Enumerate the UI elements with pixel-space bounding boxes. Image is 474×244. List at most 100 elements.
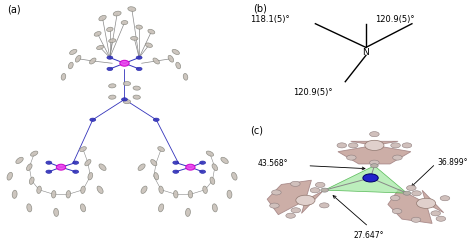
Ellipse shape bbox=[80, 147, 86, 152]
Circle shape bbox=[291, 208, 301, 213]
Text: 27.647°: 27.647° bbox=[354, 231, 384, 240]
Circle shape bbox=[392, 155, 402, 160]
Circle shape bbox=[346, 155, 356, 160]
Ellipse shape bbox=[172, 49, 180, 54]
Circle shape bbox=[417, 198, 436, 208]
Text: 118.1(5)°: 118.1(5)° bbox=[250, 15, 290, 24]
Circle shape bbox=[411, 217, 421, 222]
Ellipse shape bbox=[54, 208, 59, 216]
Ellipse shape bbox=[66, 191, 71, 198]
Circle shape bbox=[286, 213, 295, 218]
Ellipse shape bbox=[97, 186, 103, 193]
Ellipse shape bbox=[52, 191, 56, 198]
Ellipse shape bbox=[109, 84, 116, 88]
Ellipse shape bbox=[27, 164, 32, 171]
Ellipse shape bbox=[30, 151, 38, 156]
Ellipse shape bbox=[123, 100, 131, 104]
Ellipse shape bbox=[136, 56, 142, 59]
Ellipse shape bbox=[68, 62, 73, 69]
Polygon shape bbox=[325, 166, 407, 193]
Ellipse shape bbox=[107, 27, 113, 31]
Ellipse shape bbox=[61, 73, 66, 80]
Ellipse shape bbox=[73, 161, 79, 164]
Ellipse shape bbox=[88, 173, 93, 180]
Circle shape bbox=[392, 209, 402, 214]
Ellipse shape bbox=[27, 204, 32, 212]
Circle shape bbox=[363, 174, 378, 182]
Ellipse shape bbox=[232, 172, 237, 180]
Ellipse shape bbox=[81, 204, 86, 212]
Ellipse shape bbox=[200, 161, 206, 164]
Ellipse shape bbox=[73, 170, 79, 173]
Ellipse shape bbox=[136, 67, 142, 71]
Ellipse shape bbox=[131, 37, 138, 40]
Circle shape bbox=[431, 211, 440, 216]
Ellipse shape bbox=[133, 95, 140, 99]
Circle shape bbox=[370, 160, 379, 165]
Circle shape bbox=[321, 188, 328, 192]
Ellipse shape bbox=[141, 186, 147, 193]
Circle shape bbox=[407, 185, 416, 191]
Circle shape bbox=[315, 182, 325, 187]
Ellipse shape bbox=[146, 43, 153, 47]
Circle shape bbox=[365, 140, 384, 151]
Ellipse shape bbox=[90, 58, 96, 64]
Ellipse shape bbox=[212, 164, 218, 171]
Circle shape bbox=[440, 196, 450, 201]
Ellipse shape bbox=[212, 204, 217, 212]
Ellipse shape bbox=[185, 208, 191, 216]
Ellipse shape bbox=[85, 160, 91, 166]
Ellipse shape bbox=[186, 164, 195, 170]
Ellipse shape bbox=[153, 118, 159, 121]
Ellipse shape bbox=[46, 170, 52, 173]
Text: N: N bbox=[363, 48, 369, 57]
Ellipse shape bbox=[29, 177, 34, 184]
Ellipse shape bbox=[128, 7, 136, 11]
Circle shape bbox=[348, 143, 358, 148]
Circle shape bbox=[402, 143, 412, 148]
Ellipse shape bbox=[173, 170, 179, 173]
Ellipse shape bbox=[148, 29, 155, 34]
Ellipse shape bbox=[203, 186, 207, 193]
Ellipse shape bbox=[75, 55, 81, 62]
Circle shape bbox=[319, 203, 329, 208]
Ellipse shape bbox=[7, 172, 12, 180]
Ellipse shape bbox=[188, 191, 192, 198]
Circle shape bbox=[403, 191, 411, 195]
Ellipse shape bbox=[90, 118, 96, 121]
Ellipse shape bbox=[113, 11, 121, 16]
Ellipse shape bbox=[94, 31, 101, 36]
Circle shape bbox=[310, 188, 320, 193]
Ellipse shape bbox=[99, 164, 106, 171]
Polygon shape bbox=[267, 180, 323, 215]
Circle shape bbox=[270, 203, 279, 208]
Ellipse shape bbox=[56, 164, 66, 170]
Ellipse shape bbox=[138, 164, 145, 171]
Ellipse shape bbox=[176, 62, 181, 69]
Ellipse shape bbox=[16, 157, 23, 163]
Ellipse shape bbox=[99, 15, 106, 21]
Ellipse shape bbox=[70, 49, 77, 54]
Circle shape bbox=[391, 195, 400, 201]
Ellipse shape bbox=[200, 170, 206, 173]
Ellipse shape bbox=[158, 147, 164, 152]
Text: (a): (a) bbox=[7, 5, 21, 15]
Ellipse shape bbox=[173, 191, 178, 198]
Ellipse shape bbox=[109, 95, 116, 99]
Ellipse shape bbox=[46, 161, 52, 164]
Circle shape bbox=[296, 195, 315, 205]
Ellipse shape bbox=[123, 81, 131, 86]
Ellipse shape bbox=[153, 58, 159, 64]
Ellipse shape bbox=[154, 173, 159, 180]
Text: (b): (b) bbox=[253, 4, 267, 14]
Ellipse shape bbox=[183, 73, 188, 80]
Polygon shape bbox=[338, 141, 411, 164]
Ellipse shape bbox=[133, 86, 140, 90]
Ellipse shape bbox=[97, 45, 104, 50]
Polygon shape bbox=[388, 189, 444, 224]
Ellipse shape bbox=[120, 60, 129, 66]
Ellipse shape bbox=[210, 177, 215, 184]
Text: 120.9(5)°: 120.9(5)° bbox=[375, 15, 415, 24]
Circle shape bbox=[291, 181, 300, 186]
Ellipse shape bbox=[107, 56, 113, 59]
